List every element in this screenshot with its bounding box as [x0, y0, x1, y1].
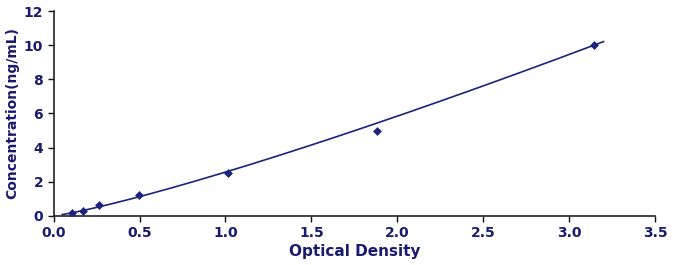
Point: [134, 192, 145, 197]
Point: [371, 129, 382, 133]
Point: [222, 171, 233, 175]
Point: [588, 43, 599, 47]
X-axis label: Optical Density: Optical Density: [289, 244, 420, 259]
Y-axis label: Concentration(ng/mL): Concentration(ng/mL): [5, 28, 20, 200]
Point: [67, 211, 77, 215]
Point: [94, 203, 104, 207]
Point: [77, 208, 88, 213]
